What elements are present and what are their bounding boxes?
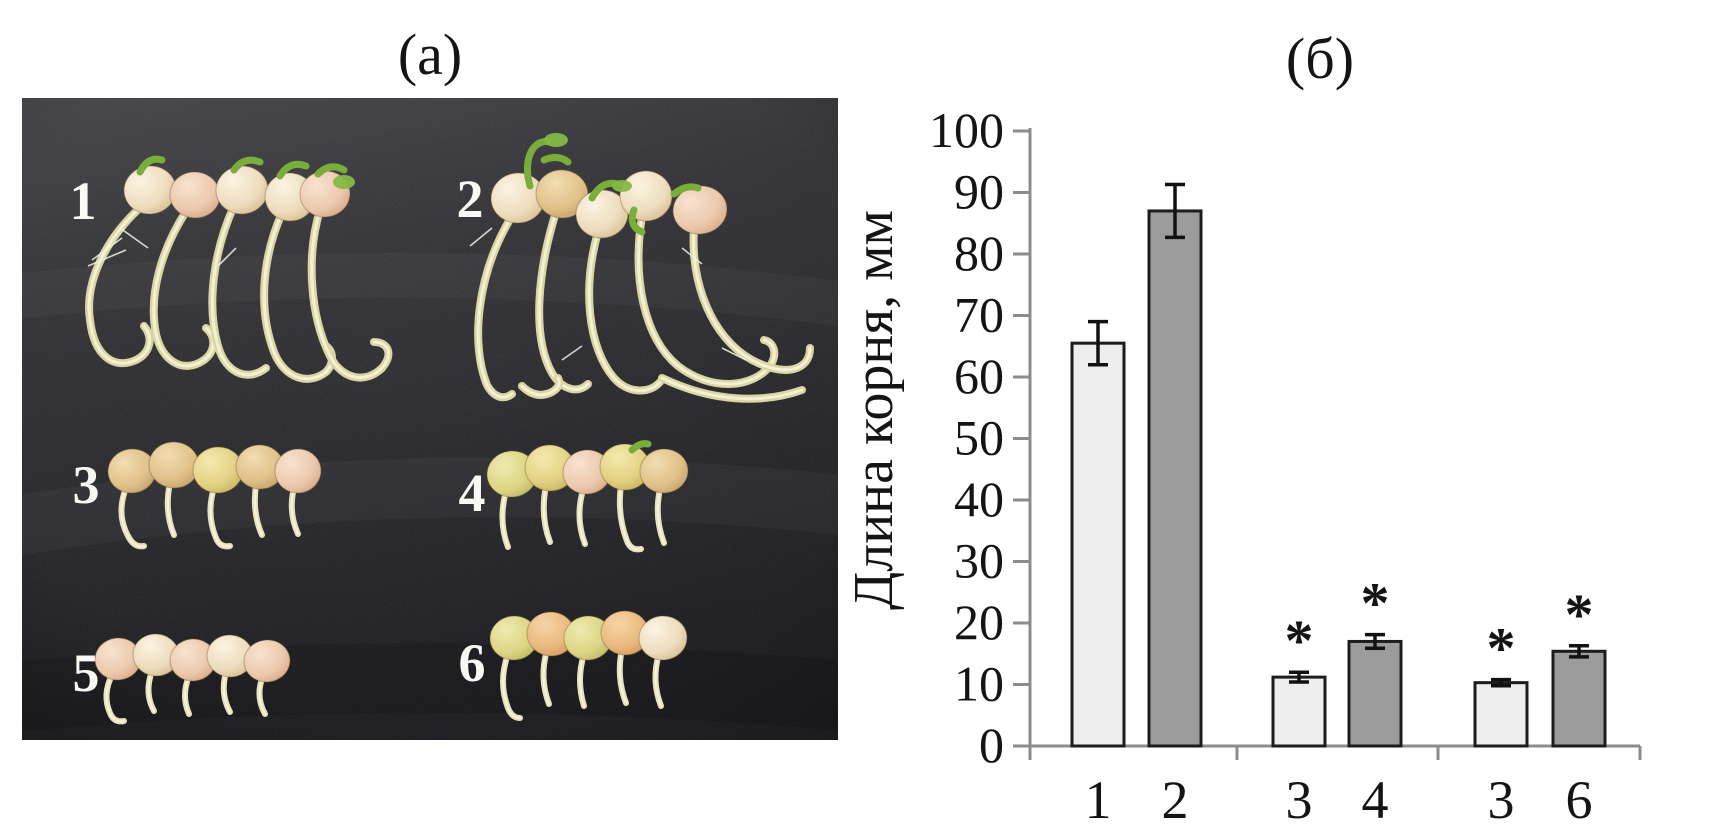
significance-asterisk: * <box>1361 571 1390 636</box>
seedling-root-highlight <box>310 208 390 380</box>
seedling-root-highlight <box>120 486 146 548</box>
pea-seed <box>638 615 688 661</box>
x-tick-label: 6 <box>1566 770 1593 830</box>
seedling-group-1: 1 <box>70 155 393 383</box>
photo-group-label: 2 <box>457 169 484 229</box>
root-hair <box>217 247 237 267</box>
seedling-root-highlight <box>542 484 552 544</box>
x-tick-label: 4 <box>1362 770 1389 830</box>
y-tick-label: 60 <box>954 348 1004 404</box>
seedling-photo-panel: 1 2 3 4 5 6 <box>22 98 838 740</box>
x-tick-label: 3 <box>1286 770 1313 830</box>
green-shoot <box>230 156 264 174</box>
significance-asterisk: * <box>1565 582 1594 647</box>
root-hair <box>721 347 747 361</box>
y-tick-label: 30 <box>954 533 1004 589</box>
green-shoot <box>136 155 166 176</box>
root-hair <box>681 247 703 265</box>
seedling-group-4: 4 <box>459 440 689 553</box>
seedling-root-highlight <box>476 214 514 399</box>
seedling-root-highlight <box>637 214 776 386</box>
bar-2 <box>1147 209 1203 748</box>
panel-b-label: (б) <box>1285 26 1355 91</box>
bar-4 <box>1347 639 1403 748</box>
seedling-root-highlight <box>210 204 268 377</box>
seedling-root-highlight <box>105 673 126 723</box>
green-shoot <box>314 163 348 178</box>
y-tick-label: 90 <box>954 164 1004 220</box>
bar-1 <box>1070 341 1126 748</box>
root-hair <box>561 345 583 361</box>
x-tick-label: 3 <box>1488 770 1515 830</box>
y-axis-title: Длина корня, мм <box>850 210 905 610</box>
green-leaf <box>544 133 568 147</box>
y-tick-label: 100 <box>929 102 1004 158</box>
pea-seed <box>243 639 291 683</box>
photo-group-label: 5 <box>73 643 100 703</box>
seedling-group-2: 2 <box>457 133 814 403</box>
root-hair <box>119 227 149 249</box>
green-shoot <box>670 183 702 198</box>
photo-group-label: 4 <box>459 463 486 523</box>
significance-asterisk: * <box>1285 608 1314 673</box>
pea-seed <box>639 448 689 494</box>
seedling-group-6: 6 <box>459 610 688 721</box>
photo-group-label: 1 <box>70 171 97 231</box>
seedling-root-highlight <box>578 488 587 546</box>
root-hair <box>469 227 493 247</box>
y-tick-label: 40 <box>954 471 1004 527</box>
seedling-group-3: 3 <box>73 441 322 550</box>
seedling-root-highlight <box>537 210 590 391</box>
y-tick-label: 70 <box>954 287 1004 343</box>
panel-a-label: (a) <box>397 22 463 87</box>
green-shoot <box>628 206 646 236</box>
seedling-root-highlight <box>692 226 812 372</box>
y-tick-label: 50 <box>954 410 1004 466</box>
seedling-root-highlight <box>618 483 643 551</box>
pea-seed <box>274 448 322 494</box>
seedling-root-highlight <box>253 483 264 537</box>
root-hair <box>87 249 127 267</box>
seedling-root-highlight <box>656 487 666 545</box>
x-tick-label: 2 <box>1162 770 1189 830</box>
seedling-root-highlight <box>166 481 176 537</box>
photo-group-label: 6 <box>459 633 486 693</box>
green-shoot <box>276 160 310 180</box>
green-leaf <box>333 175 355 189</box>
seedling-root-highlight <box>209 486 232 548</box>
seedling-root-highlight <box>152 208 215 368</box>
bar-3 <box>1271 675 1327 748</box>
green-leaf <box>612 180 632 192</box>
y-tick-label: 10 <box>954 656 1004 712</box>
seedling-group-5: 5 <box>73 633 291 725</box>
bar-6 <box>1551 649 1607 748</box>
seedling-root-highlight <box>520 376 561 397</box>
significance-asterisk: * <box>1487 616 1516 681</box>
x-tick-label: 1 <box>1085 770 1112 830</box>
green-shoot <box>628 440 652 454</box>
green-shoot <box>540 153 572 166</box>
y-tick-label: 0 <box>979 717 1004 773</box>
seedling-root-highlight <box>660 376 804 401</box>
seedling-root-highlight <box>587 230 662 393</box>
y-tick-label: 20 <box>954 594 1004 650</box>
photo-group-label: 3 <box>73 455 100 515</box>
y-tick-label: 80 <box>954 225 1004 281</box>
seedling-root-highlight <box>501 652 522 720</box>
root-hair <box>91 237 123 261</box>
bar-3 <box>1473 681 1529 748</box>
